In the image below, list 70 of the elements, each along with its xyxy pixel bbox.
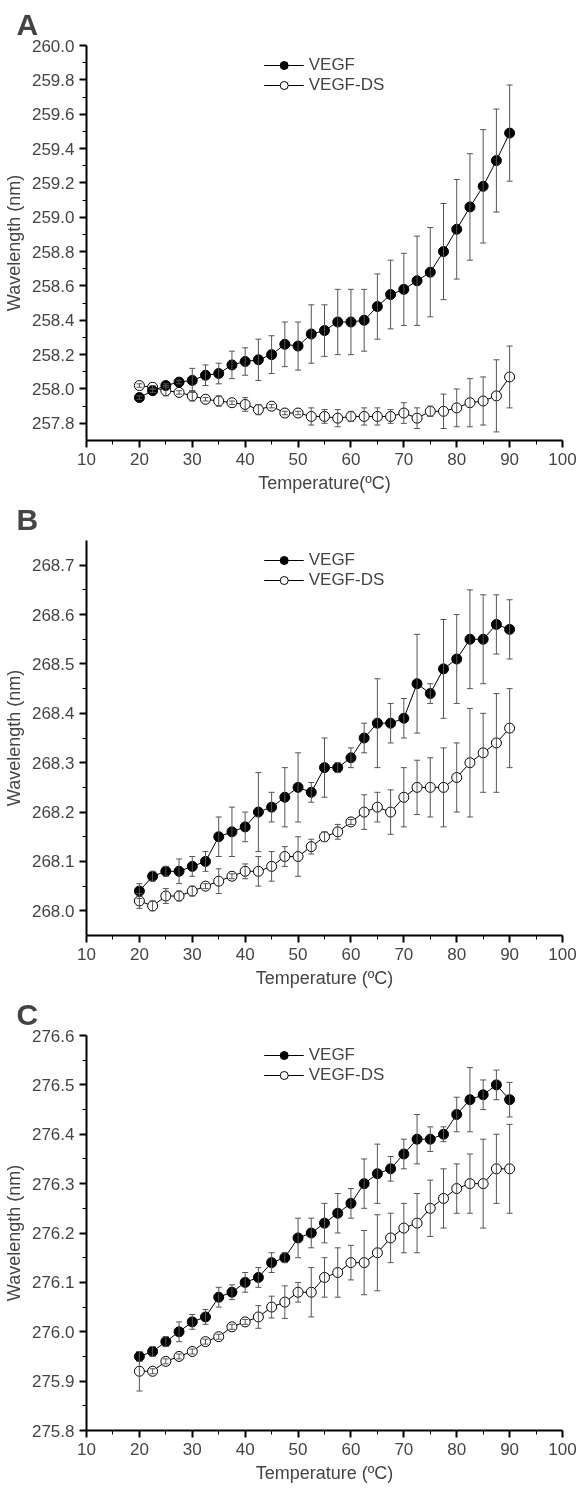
y-tick-label: 276.1 [31, 1273, 75, 1293]
x-tick-label: 20 [129, 944, 149, 964]
y-tick-label: 276.0 [31, 1322, 75, 1342]
x-tick-label: 40 [235, 1439, 255, 1459]
x-tick-label: 10 [77, 944, 96, 964]
x-tick-label: 60 [341, 1439, 361, 1459]
y-tick-label: 276.5 [31, 1075, 75, 1095]
y-axis-title: Wavelength (nm) [3, 1164, 24, 1302]
y-tick-label: 268.1 [31, 852, 75, 872]
y-tick-label: 268.3 [31, 753, 75, 773]
legend-label: VEGF-DS [308, 1065, 385, 1085]
x-tick-label: 30 [182, 449, 202, 469]
x-tick-label: 10 [77, 1439, 96, 1459]
legend-label: VEGF-DS [308, 570, 385, 590]
x-tick-label: 80 [447, 944, 467, 964]
y-axis-title: Wavelength (nm) [3, 174, 24, 312]
y-axis-title: Wavelength (nm) [3, 669, 24, 807]
y-tick-label: 258.4 [31, 311, 75, 331]
x-tick-label: 20 [129, 449, 149, 469]
x-axis-title: Temperature(ºC) [258, 472, 391, 493]
chart-title: B [16, 502, 39, 536]
legend-label: VEGF [308, 1045, 356, 1065]
x-tick-label: 90 [500, 1439, 520, 1459]
y-tick-label: 259.6 [31, 105, 75, 125]
x-tick-label: 70 [394, 1439, 414, 1459]
x-tick-label: 70 [394, 944, 414, 964]
x-tick-label: 30 [182, 944, 202, 964]
y-tick-label: 258.8 [31, 242, 75, 262]
x-tick-label: 100 [548, 1439, 577, 1459]
x-tick-label: 20 [129, 1439, 149, 1459]
x-tick-label: 40 [235, 449, 255, 469]
x-axis-title: Temperature (ºC) [255, 967, 394, 988]
y-tick-label: 268.6 [31, 605, 75, 625]
y-tick-label: 259.0 [31, 208, 75, 228]
y-tick-label: 258.2 [31, 345, 75, 365]
x-tick-label: 70 [394, 449, 414, 469]
x-tick-label: 40 [235, 944, 255, 964]
y-tick-label: 276.2 [31, 1224, 75, 1243]
x-tick-label: 100 [548, 944, 577, 964]
x-tick-label: 10 [77, 449, 96, 469]
x-tick-label: 50 [288, 1439, 308, 1459]
y-tick-label: 258.6 [31, 276, 75, 296]
y-tick-label: 276.3 [31, 1174, 75, 1194]
x-tick-label: 100 [548, 449, 577, 469]
x-tick-label: 60 [341, 449, 361, 469]
x-tick-label: 30 [182, 1439, 202, 1459]
y-tick-label: 257.8 [31, 414, 75, 434]
y-tick-label: 275.9 [31, 1372, 75, 1392]
x-tick-label: 50 [288, 449, 308, 469]
y-tick-label: 259.4 [31, 139, 75, 159]
y-tick-label: 276.4 [31, 1125, 75, 1145]
x-tick-label: 90 [500, 944, 520, 964]
y-tick-label: 268.0 [31, 901, 75, 921]
legend-label: VEGF-DS [308, 75, 385, 95]
y-tick-label: 268.4 [31, 704, 75, 724]
y-tick-label: 275.8 [31, 1421, 75, 1441]
y-tick-label: 258.0 [31, 379, 75, 399]
y-tick-label: 268.2 [31, 803, 75, 823]
y-tick-label: 259.8 [31, 70, 75, 90]
x-tick-label: 60 [341, 944, 361, 964]
y-tick-label: 268.5 [31, 654, 75, 674]
y-tick-label: 268.7 [31, 556, 75, 576]
x-tick-label: 90 [500, 449, 520, 469]
x-tick-label: 80 [447, 1439, 467, 1459]
legend-label: VEGF [308, 550, 356, 570]
x-tick-label: 80 [447, 449, 467, 469]
x-tick-label: 50 [288, 944, 308, 964]
x-axis-title: Temperature (ºC) [255, 1462, 394, 1483]
y-tick-label: 259.2 [31, 173, 75, 193]
legend-label: VEGF [308, 55, 356, 75]
